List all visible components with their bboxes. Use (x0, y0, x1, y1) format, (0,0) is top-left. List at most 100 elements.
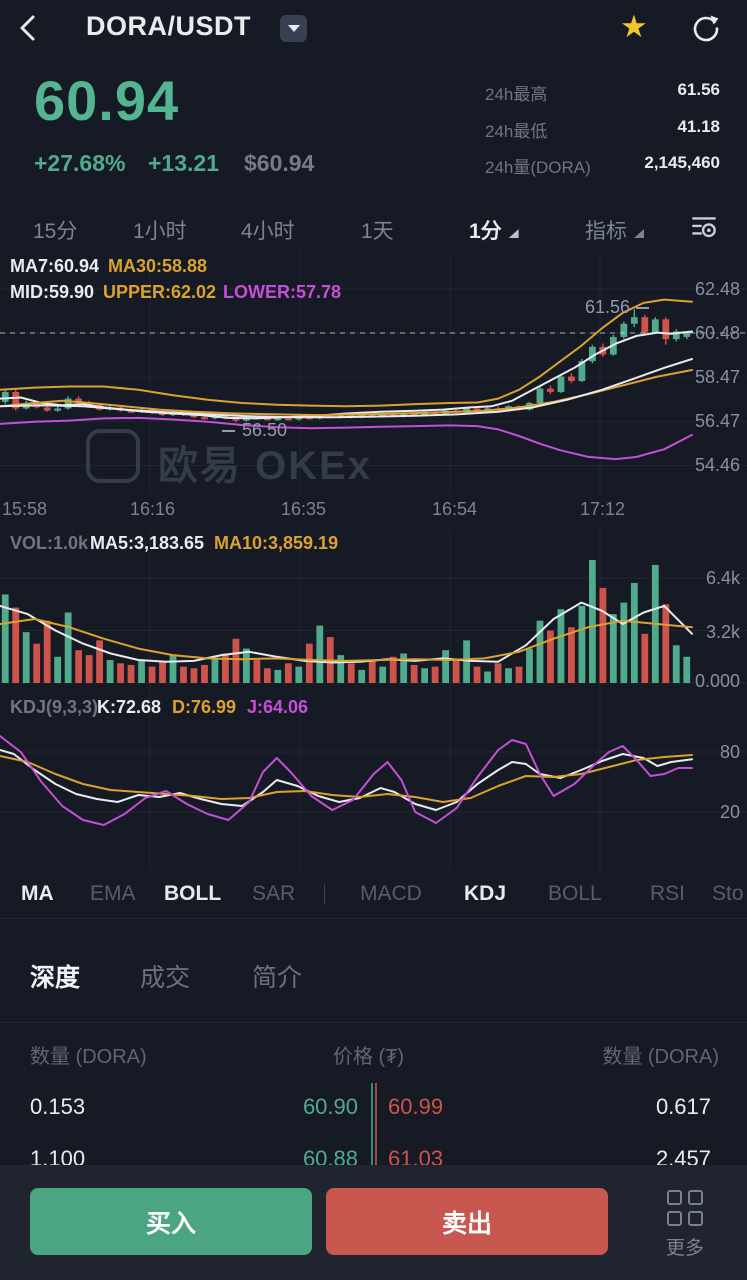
ask-qty: 2.457 (655, 1146, 711, 1165)
time-axis: 15:58 16:16 16:35 16:54 17:12 (0, 497, 747, 529)
kdj-params: KDJ(9,3,3) (10, 697, 99, 717)
indicator-tab-bar: MA EMA BOLL SAR MACD KDJ BOLL RSI Sto (0, 870, 747, 918)
vol-ma5-value: MA5:3,183.65 (90, 533, 205, 553)
y-axis-tick: 62.48 (694, 279, 740, 299)
high-price-annotation: 61.56 (584, 297, 630, 317)
stat-low-label: 24h最低 (485, 122, 548, 141)
kdj-chart[interactable] (0, 695, 747, 870)
y-axis-tick: 58.47 (694, 367, 740, 387)
tab-timeframe-4h[interactable]: 4小时 (241, 220, 295, 243)
favorite-star-icon[interactable]: ★ (620, 9, 648, 44)
orderbook-header-ask-qty: 数量 (DORA) (602, 1046, 719, 1068)
orderbook-header-bid-qty: 数量 (DORA) (30, 1046, 147, 1068)
vol-axis-tick: 0.000 (694, 671, 740, 691)
kdj-k-value: K:72.68 (97, 697, 162, 717)
ticker-section: 60.94 +27.68% +13.21 $60.94 24h最高 61.56 … (0, 60, 747, 195)
buy-button[interactable]: 买入 (30, 1188, 312, 1255)
chevron-down-icon (287, 25, 300, 32)
divider (0, 918, 747, 919)
change-percent: +27.68% (34, 150, 126, 176)
timeframe-caret-icon (508, 229, 519, 238)
low-annotation-dash (222, 430, 235, 432)
candlestick-chart[interactable] (0, 253, 747, 495)
y-axis-tick: 60.48 (694, 323, 740, 343)
kdj-j-value: J:64.06 (247, 697, 309, 717)
kdj-axis-tick: 80 (719, 742, 740, 762)
volume-chart[interactable] (0, 530, 747, 695)
action-bar: 买入 卖出 更多 (0, 1165, 747, 1280)
header: DORA/USDT ★ (0, 0, 747, 56)
divider (0, 1022, 747, 1023)
tab-indicator-boll[interactable]: BOLL (164, 882, 222, 905)
grid-icon (667, 1190, 703, 1226)
vol-value: VOL:1.0k (10, 533, 89, 553)
vol-axis-tick: 3.2k (705, 622, 740, 642)
kdj-chart-area: KDJ(9,3,3) K:72.68 D:76.99 J:64.06 80 20 (0, 695, 747, 870)
ask-qty: 0.617 (655, 1094, 711, 1119)
selected-timeframe-label: 1分 (469, 220, 502, 243)
tab-indicator-ema[interactable]: EMA (90, 882, 136, 905)
tab-timeframe-selected[interactable]: 1分 (469, 215, 519, 245)
low-price-annotation: 56.50 (242, 420, 288, 440)
main-chart-area: 欧易 OKEx MA7:60.94 MA30:58.88 MID:59.90 U… (0, 253, 747, 495)
tab-timeframe-15m[interactable]: 15分 (33, 220, 78, 243)
stat-high-label: 24h最高 (485, 85, 548, 104)
boll-mid-value: MID:59.90 (10, 282, 95, 302)
change-absolute: +13.21 (148, 150, 219, 176)
tab-indicator-sar[interactable]: SAR (252, 882, 296, 905)
tab-indicator-rsi[interactable]: RSI (650, 882, 686, 905)
bid-qty: 1.100 (30, 1146, 86, 1165)
x-axis-tick: 16:54 (432, 499, 478, 519)
high-annotation-dash (636, 307, 649, 309)
fiat-price: $60.94 (244, 150, 315, 176)
orderbook-header-price: 价格 (₮) (333, 1046, 405, 1068)
indicator-caret-icon (634, 229, 644, 238)
tab-divider (324, 884, 325, 904)
tab-profile[interactable]: 简介 (252, 964, 303, 992)
orderbook-bid-divider (371, 1083, 373, 1165)
y-axis-tick: 54.46 (694, 455, 740, 475)
orderbook-ask-divider (375, 1083, 377, 1165)
ma7-value: MA7:60.94 (10, 256, 100, 276)
page-title: DORA/USDT (86, 11, 251, 41)
timeframe-bar: 15分 1小时 4小时 1天 1分 指标 (0, 205, 747, 250)
kdj-axis-tick: 20 (719, 802, 740, 822)
ask-price[interactable]: 60.99 (388, 1094, 444, 1119)
ask-price[interactable]: 61.03 (388, 1146, 444, 1165)
tab-indicator-ma[interactable]: MA (21, 882, 54, 905)
kdj-d-value: D:76.99 (172, 697, 237, 717)
tab-timeframe-1h[interactable]: 1小时 (133, 220, 187, 243)
tab-depth[interactable]: 深度 (30, 964, 81, 992)
stat-high-value: 61.56 (677, 80, 720, 99)
vol-axis-tick: 6.4k (705, 568, 740, 588)
tab-timeframe-1d[interactable]: 1天 (361, 220, 394, 243)
stat-volume-label: 24h量(DORA) (485, 158, 591, 177)
indicator-menu-button[interactable]: 指标 (585, 215, 644, 245)
x-axis-tick: 16:35 (281, 499, 327, 519)
more-button[interactable]: 更多 (663, 1190, 707, 1260)
tab-indicator-kdj[interactable]: KDJ (464, 882, 507, 905)
bid-price[interactable]: 60.88 (302, 1146, 358, 1165)
sell-button[interactable]: 卖出 (326, 1188, 608, 1255)
tab-indicator-sto[interactable]: Sto (712, 882, 744, 905)
back-icon[interactable] (16, 13, 40, 43)
tab-indicator-macd[interactable]: MACD (360, 882, 422, 905)
tab-indicator-boll2[interactable]: BOLL (548, 882, 602, 905)
chart-settings-icon[interactable] (690, 213, 718, 241)
bid-qty: 0.153 (30, 1094, 86, 1119)
refresh-icon[interactable] (690, 13, 720, 43)
vol-ma10-value: MA10:3,859.19 (214, 533, 339, 553)
more-label: 更多 (665, 1238, 704, 1259)
okex-watermark-text: 欧易 OKEx (158, 444, 373, 488)
market-panel: 深度 成交 简介 数量 (DORA) 价格 (₮) 数量 (DORA) 0.15… (0, 918, 747, 1165)
pair-dropdown-button[interactable] (280, 15, 307, 42)
stat-volume-value: 2,145,460 (644, 153, 720, 172)
x-axis-tick: 15:58 (2, 499, 48, 519)
bid-price[interactable]: 60.90 (302, 1094, 358, 1119)
tab-trades[interactable]: 成交 (140, 964, 191, 992)
volume-chart-area: VOL:1.0k MA5:3,183.65 MA10:3,859.19 6.4k… (0, 530, 747, 695)
x-axis-tick: 17:12 (580, 499, 626, 519)
ma30-value: MA30:58.88 (108, 256, 208, 276)
x-axis-tick: 16:16 (130, 499, 176, 519)
